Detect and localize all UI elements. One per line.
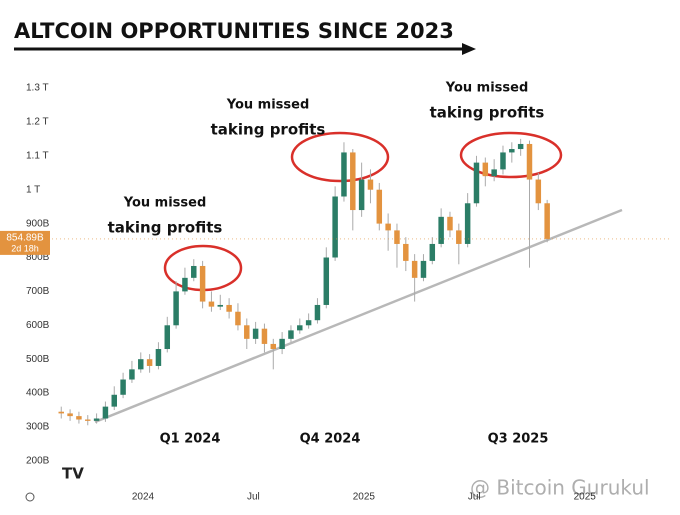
price-tag: 854.89B bbox=[6, 233, 44, 244]
candle-body bbox=[491, 169, 497, 177]
highlight-circle bbox=[290, 131, 390, 183]
y-tick-label: 1.1 T bbox=[26, 150, 49, 161]
candle-body bbox=[129, 369, 135, 380]
logo: TV bbox=[62, 465, 84, 483]
y-tick-label: 800B bbox=[26, 252, 50, 263]
annotation: You missed bbox=[445, 81, 529, 96]
candle-body bbox=[314, 304, 321, 321]
countdown: 2d 18h bbox=[11, 243, 39, 253]
candle-body bbox=[403, 243, 409, 261]
candle-body bbox=[305, 320, 312, 326]
candle-body bbox=[244, 325, 250, 339]
annotation: You missed bbox=[123, 196, 207, 211]
candle-body bbox=[509, 149, 515, 153]
candle-body bbox=[173, 291, 179, 326]
candle-body bbox=[164, 325, 171, 350]
candle-body bbox=[544, 203, 550, 239]
settings-icon bbox=[25, 492, 35, 502]
candle-body bbox=[394, 230, 400, 244]
candle-body bbox=[252, 328, 259, 339]
candle-body bbox=[385, 223, 391, 231]
candle-body bbox=[376, 189, 383, 224]
candle-body bbox=[411, 260, 418, 278]
y-tick-label: 1 T bbox=[26, 184, 40, 195]
candle-body bbox=[279, 338, 285, 350]
candle-body bbox=[102, 406, 109, 419]
candle-body bbox=[93, 418, 100, 421]
x-tick-label: Jul bbox=[468, 492, 481, 503]
candle-body bbox=[235, 311, 241, 326]
candle-body bbox=[58, 411, 64, 414]
period-label: Q4 2024 bbox=[300, 432, 361, 447]
x-tick-label: 2024 bbox=[132, 492, 155, 503]
period-label: Q3 2025 bbox=[488, 432, 549, 447]
candle-body bbox=[120, 379, 126, 395]
watermark: @ Bitcoin Gurukul bbox=[470, 476, 650, 500]
candle-body bbox=[208, 301, 215, 307]
y-tick-label: 1.3 T bbox=[26, 83, 49, 94]
candle-body bbox=[482, 162, 489, 177]
y-tick-label: 200B bbox=[26, 455, 50, 466]
candle-body bbox=[67, 413, 73, 417]
candle-body bbox=[270, 343, 277, 350]
candle-body bbox=[111, 394, 117, 407]
candle-body bbox=[517, 143, 524, 150]
candle-body bbox=[429, 243, 436, 261]
highlight-circle bbox=[459, 131, 563, 179]
candle-body bbox=[323, 257, 330, 305]
period-label: Q1 2024 bbox=[160, 432, 221, 447]
candle-body bbox=[297, 325, 303, 331]
candle-body bbox=[226, 304, 232, 312]
candle-body bbox=[367, 179, 374, 190]
trend-line bbox=[94, 208, 623, 424]
candle-body bbox=[447, 216, 453, 231]
y-tick-label: 1.2 T bbox=[26, 117, 49, 128]
candle-body bbox=[358, 179, 365, 211]
y-tick-label: 400B bbox=[26, 388, 50, 399]
chart-title: ALTCOIN OPPORTUNITIES SINCE 2023 bbox=[14, 19, 454, 43]
x-tick-label: 2025 bbox=[353, 492, 376, 503]
annotation: taking profits bbox=[211, 121, 326, 139]
candle-body bbox=[464, 203, 471, 244]
candle-body bbox=[85, 419, 91, 421]
y-tick-label: 500B bbox=[26, 354, 50, 365]
x-tick-label: 2025 bbox=[574, 492, 597, 503]
price-tag-box bbox=[0, 230, 50, 255]
candle-body bbox=[332, 196, 338, 258]
candle-body bbox=[217, 304, 224, 307]
candle-body bbox=[155, 349, 162, 366]
candle-body bbox=[473, 162, 480, 204]
candle-body bbox=[76, 416, 82, 420]
x-tick-label: Jul bbox=[247, 492, 260, 503]
y-tick-label: 900B bbox=[26, 218, 50, 229]
candle-body bbox=[420, 260, 427, 278]
candle-body bbox=[146, 359, 153, 366]
candle-body bbox=[138, 359, 144, 370]
candle-body bbox=[288, 330, 294, 339]
annotation: taking profits bbox=[430, 104, 545, 122]
title-arrow-head bbox=[462, 43, 476, 55]
candle-body bbox=[535, 179, 542, 204]
candle-body bbox=[438, 216, 444, 244]
annotation: taking profits bbox=[108, 219, 223, 237]
candle-body bbox=[191, 265, 197, 278]
y-tick-label: 700B bbox=[26, 286, 50, 297]
y-tick-label: 600B bbox=[26, 320, 50, 331]
candle-body bbox=[456, 230, 462, 244]
annotation: You missed bbox=[226, 98, 310, 113]
candle-body bbox=[199, 265, 206, 302]
candle-body bbox=[350, 152, 356, 211]
y-tick-label: 300B bbox=[26, 422, 50, 433]
candle-body bbox=[182, 277, 188, 292]
candle-body bbox=[341, 152, 347, 197]
candle-body bbox=[500, 152, 506, 170]
candle-body bbox=[261, 328, 268, 344]
candle-body bbox=[526, 143, 533, 180]
